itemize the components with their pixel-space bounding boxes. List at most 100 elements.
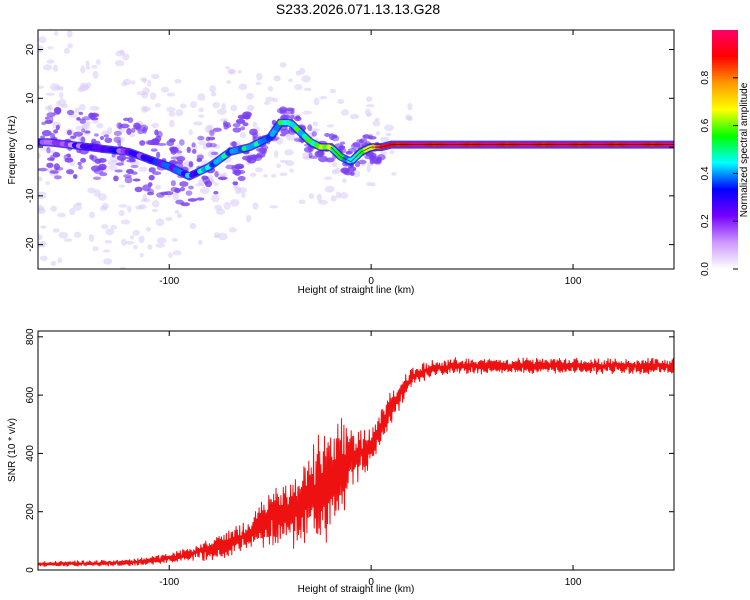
y-tick-label: 600 <box>25 386 36 403</box>
spectrogram-noise-blob <box>151 208 158 213</box>
spectrogram-blob <box>217 176 228 181</box>
spectrogram-blob <box>114 169 123 173</box>
spectrogram-noise-blob <box>288 78 293 83</box>
spectrogram-noise-blob <box>142 77 147 84</box>
x-tick-label: 0 <box>368 577 374 588</box>
colorbar-label: Normalized spectral amplitude <box>739 82 750 217</box>
spectrogram-noise-blob <box>45 181 50 186</box>
spectrogram-noise-blob <box>125 240 135 245</box>
spectrogram-noise-blob <box>38 176 43 182</box>
spectrogram-noise-blob <box>366 112 373 117</box>
spectrogram-noise-blob <box>256 72 263 81</box>
spectrogram-x-label: Height of straight line (km) <box>298 285 415 296</box>
spectrogram-noise-blob <box>372 120 381 127</box>
spectrogram-noise-blob <box>166 106 176 113</box>
spectrogram-blob <box>340 141 346 145</box>
spectrogram-blob <box>195 197 205 201</box>
spectrogram-noise-blob <box>142 106 151 112</box>
spectrogram-noise-blob <box>301 75 311 83</box>
spectrogram-noise-blob <box>138 204 147 210</box>
spectrogram-noise-blob <box>119 266 126 269</box>
spectrogram-noise-blob <box>88 234 95 242</box>
spectrogram-noise-blob <box>123 78 132 86</box>
spectrogram-noise-blob <box>210 91 217 97</box>
spectrogram-noise-blob <box>197 239 203 245</box>
spectrogram-blob <box>205 142 213 148</box>
spectrogram-noise-blob <box>54 30 59 36</box>
figure-title: S233.2026.071.13.13.G28 <box>276 1 440 17</box>
colorbar-tick-label: 0.0 <box>700 262 711 276</box>
spectrogram-noise-blob <box>156 237 167 244</box>
spectrogram-blob <box>209 129 215 137</box>
spectrogram-y-ticks: -20 -10 0 10 20 <box>25 44 674 252</box>
spectrogram-blob <box>139 140 146 146</box>
spectrogram-blob <box>331 135 340 142</box>
spectrogram-blob <box>148 167 156 173</box>
spectrogram-blob <box>129 156 135 162</box>
spectrogram-blob <box>186 146 191 154</box>
spectrogram-noise-blob <box>310 128 320 133</box>
spectrogram-noise-blob <box>273 75 281 82</box>
spectrogram-blob <box>131 171 138 175</box>
spectrogram-noise-blob <box>308 193 315 199</box>
y-tick-label: -10 <box>25 188 36 203</box>
spectrogram-blob <box>150 148 158 152</box>
spectrogram-blob <box>232 123 241 128</box>
y-tick-label: 0 <box>25 567 36 573</box>
spectrogram-blob <box>120 157 125 164</box>
spectrogram-noise-blob <box>147 244 153 250</box>
spectrogram-noise-blob <box>154 103 161 108</box>
spectrogram-blob <box>142 184 151 192</box>
spectrogram-noise-blob <box>89 211 95 219</box>
spectrogram-noise-blob <box>76 202 83 206</box>
spectrogram-noise-blob <box>67 43 73 49</box>
spectrogram-noise-blob <box>121 238 127 246</box>
spectrogram-noise-blob <box>103 258 113 265</box>
spectrogram-noise-blob <box>139 252 144 258</box>
spectrogram-noise-blob <box>155 218 165 227</box>
spectrogram-noise-blob <box>389 149 395 155</box>
spectrogram-noise-blob <box>45 92 55 96</box>
spectrogram-blob <box>188 161 194 168</box>
spectrogram-noise-blob <box>246 104 255 112</box>
spectrogram-noise-blob <box>168 252 173 258</box>
spectrogram-noise-blob <box>96 59 101 66</box>
spectrogram-noise-blob <box>216 108 227 115</box>
spectrogram-blob <box>130 127 136 133</box>
spectrogram-noise-blob <box>101 202 109 210</box>
spectrogram-noise-blob <box>329 88 337 94</box>
spectrogram-noise-blob <box>330 195 337 202</box>
spectrogram-noise-blob <box>265 96 275 102</box>
spectrogram-blob <box>66 129 73 136</box>
spectrogram-noise-blob <box>271 173 277 178</box>
spectrogram-noise-blob <box>218 232 228 241</box>
spectrogram-blob <box>325 157 335 163</box>
spectrogram-blob <box>242 111 252 118</box>
spectrogram-blob <box>92 176 102 180</box>
spectrogram-blob <box>127 117 134 123</box>
spectrogram-noise-blob <box>365 104 375 108</box>
spectrogram-noise-blob <box>38 49 43 53</box>
y-tick-label: 800 <box>25 328 36 345</box>
spectrogram-noise-blob <box>92 245 99 252</box>
spectrogram-blob <box>103 134 109 138</box>
spectrogram-noise-blob <box>110 225 118 230</box>
x-tick-label: -100 <box>159 577 179 588</box>
spectrogram-noise-blob <box>324 185 335 193</box>
spectrogram-noise-blob <box>252 121 258 128</box>
spectrogram-blob <box>174 150 183 154</box>
spectrogram-blob <box>89 154 94 160</box>
spectrogram-noise-blob <box>274 150 279 159</box>
spectrogram-noise-blob <box>115 50 126 57</box>
spectrogram-blob <box>170 148 177 155</box>
x-tick-label: 100 <box>565 577 582 588</box>
spectrogram-noise-blob <box>263 101 271 105</box>
spectrogram-blob <box>222 120 228 128</box>
spectrogram-noise-blob <box>212 101 220 109</box>
spectrogram-blob <box>94 133 99 137</box>
spectrogram-noise-blob <box>58 98 67 107</box>
spectrogram-blob <box>55 166 64 171</box>
snr-y-label: SNR (10 * v/v) <box>7 418 18 482</box>
y-tick-label: -20 <box>25 237 36 252</box>
